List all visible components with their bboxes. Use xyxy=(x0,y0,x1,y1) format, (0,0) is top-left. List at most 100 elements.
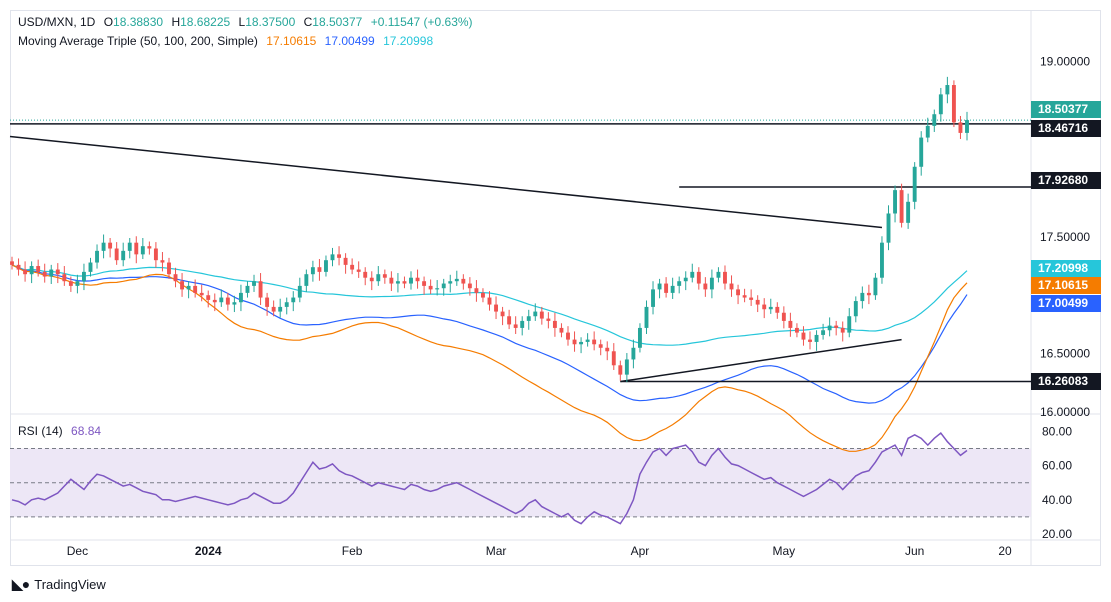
candle-body xyxy=(186,285,191,290)
candle-body xyxy=(585,339,590,342)
candle-body xyxy=(415,277,420,282)
candle-body xyxy=(310,267,315,275)
price-tag: 16.26083 xyxy=(1031,373,1101,390)
candle-body xyxy=(350,264,355,270)
candle-body xyxy=(919,137,924,167)
price-tag: 18.50377 xyxy=(1031,101,1101,118)
candle xyxy=(193,279,198,298)
candle xyxy=(382,269,387,284)
candle xyxy=(637,323,642,353)
candle-body xyxy=(526,316,531,321)
price-tick-label: 17.50000 xyxy=(1040,230,1090,244)
candle xyxy=(631,339,636,369)
candle-body xyxy=(36,266,41,272)
price-tag: 17.10615 xyxy=(1031,277,1101,294)
candle-body xyxy=(651,289,655,307)
symbol-title[interactable]: USD/MXN, 1D xyxy=(18,15,96,29)
candle-body xyxy=(441,283,446,289)
ma100-value: 17.00499 xyxy=(324,34,375,48)
candle-body xyxy=(219,297,224,303)
candles[interactable] xyxy=(10,76,969,383)
candle xyxy=(821,323,826,340)
candle-body xyxy=(193,285,198,293)
candle xyxy=(683,271,688,291)
ma-title[interactable]: Moving Average Triple (50, 100, 200, Sim… xyxy=(18,34,258,48)
candle-body xyxy=(232,302,237,305)
candle xyxy=(415,269,420,289)
candle xyxy=(252,274,256,292)
tradingview-logo[interactable]: ◣● TradingView xyxy=(12,576,106,593)
candle xyxy=(147,241,152,255)
candle-body xyxy=(932,114,937,126)
price-tick-label: 19.00000 xyxy=(1040,55,1090,69)
candle xyxy=(899,183,904,228)
candle-body xyxy=(834,325,839,328)
candle-body xyxy=(16,264,21,270)
candle-body xyxy=(271,306,276,312)
candle xyxy=(10,256,14,270)
candle xyxy=(454,270,459,286)
candle xyxy=(886,205,891,251)
candle-body xyxy=(23,269,28,275)
candle xyxy=(62,266,67,286)
price-tag-box xyxy=(1031,172,1101,189)
candle xyxy=(75,274,80,294)
candle xyxy=(919,131,924,176)
candle xyxy=(448,274,453,293)
candle-body xyxy=(199,292,204,296)
candle-body xyxy=(703,283,708,290)
candle-body xyxy=(55,269,60,275)
candle xyxy=(219,289,224,307)
candle-body xyxy=(29,266,34,275)
candle xyxy=(389,271,394,292)
candle-body xyxy=(696,271,701,284)
rsi-tick-label: 20.00 xyxy=(1042,527,1072,541)
candle xyxy=(467,277,472,296)
candle xyxy=(265,292,270,316)
time-axis[interactable]: Dec 2024 Feb Mar Apr May Jun 20 xyxy=(67,544,1012,558)
ma-header: Moving Average Triple (50, 100, 200, Sim… xyxy=(18,34,438,48)
high-value: 18.68225 xyxy=(180,15,231,29)
candle xyxy=(781,306,786,329)
candle-body xyxy=(664,283,669,293)
candle-body xyxy=(840,327,845,333)
candle xyxy=(199,284,204,302)
rsi-title[interactable]: RSI (14) xyxy=(18,424,63,438)
candle-body xyxy=(827,325,832,331)
candle xyxy=(526,309,531,330)
candle-body xyxy=(369,277,374,282)
candle xyxy=(880,236,884,284)
candle-body xyxy=(487,297,492,305)
candle-body xyxy=(481,292,485,298)
candle-body xyxy=(62,274,67,282)
candle-body xyxy=(68,281,73,286)
rsi-header: RSI (14) 68.84 xyxy=(18,424,106,438)
price-tag-label: 17.20998 xyxy=(1038,261,1088,275)
candle xyxy=(559,323,564,338)
candle xyxy=(670,277,675,299)
candle-body xyxy=(147,246,152,249)
candle-body xyxy=(114,248,119,261)
candle-body xyxy=(265,297,270,307)
candle-body xyxy=(631,347,636,360)
candle-body xyxy=(886,213,891,243)
candle xyxy=(153,242,158,268)
candle xyxy=(376,266,381,286)
time-tick-label: 20 xyxy=(998,544,1012,558)
open-value: 18.38830 xyxy=(113,15,164,29)
candle xyxy=(873,273,878,300)
candle-body xyxy=(572,339,577,345)
candle xyxy=(127,238,132,259)
candle xyxy=(951,80,956,128)
time-tick-label: Feb xyxy=(342,544,363,558)
price-tag: 18.46716 xyxy=(1031,120,1101,137)
price-tick-label: 16.00000 xyxy=(1040,405,1090,419)
candle-body xyxy=(324,260,328,272)
candle-body xyxy=(794,327,799,333)
candle xyxy=(271,300,276,317)
candle-body xyxy=(238,292,243,303)
candle xyxy=(945,76,950,104)
candle-body xyxy=(611,351,616,366)
price-tag: 17.20998 xyxy=(1031,260,1101,277)
symbol-header: USD/MXN, 1D O18.38830 H18.68225 L18.3750… xyxy=(18,15,473,29)
